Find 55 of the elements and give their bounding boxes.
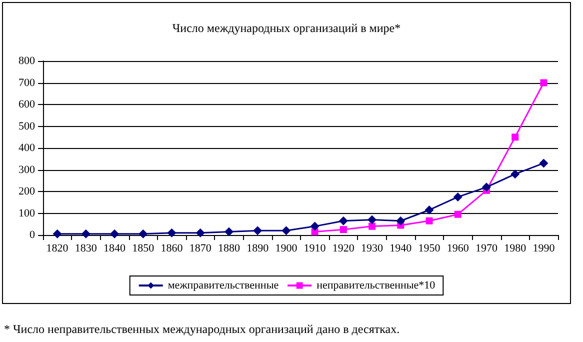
point (368, 215, 377, 224)
x-tick-label: 1970 (475, 242, 498, 254)
x-tick-label: 1940 (390, 242, 412, 254)
x-tick-label: 1860 (160, 242, 184, 254)
x-tick-label: 1870 (189, 242, 212, 254)
x-tick-label: 1910 (304, 242, 326, 254)
point (340, 226, 347, 234)
legend-label: неправительственные*10 (316, 280, 436, 292)
point (512, 134, 519, 141)
point (282, 226, 291, 236)
point (453, 192, 462, 202)
point (196, 228, 205, 238)
point (338, 216, 348, 226)
y-tick-label: 500 (18, 120, 36, 132)
point (424, 205, 434, 214)
point (368, 222, 376, 230)
y-tick-label: 300 (18, 164, 36, 176)
point (426, 217, 433, 224)
x-tick-label: 1880 (218, 242, 240, 254)
point (454, 210, 462, 218)
x-tick-label: 1890 (246, 242, 270, 254)
point (510, 170, 520, 179)
x-tick-label: 1820 (46, 242, 69, 254)
point (396, 216, 406, 226)
x-tick-label: 1960 (446, 242, 470, 254)
text: * Число неправительственных международных организаций дано в десятках. (4, 322, 400, 337)
point (138, 229, 148, 238)
x-tick-label: 1830 (74, 242, 98, 254)
point (224, 227, 234, 236)
x-tick-label: 1980 (504, 242, 527, 254)
legend-label: межправительственные (168, 280, 279, 292)
x-tick-label: 1900 (275, 242, 298, 254)
point (540, 79, 548, 86)
point (539, 158, 548, 168)
point (167, 228, 176, 238)
y-tick-label: 700 (18, 76, 36, 89)
x-tick-label: 1840 (104, 242, 126, 254)
point (482, 182, 491, 192)
y-tick-label: 100 (18, 207, 36, 220)
point (81, 229, 90, 238)
point (310, 222, 320, 231)
point (253, 226, 262, 236)
y-tick-label: 400 (18, 142, 36, 154)
x-tick-label: 1930 (361, 242, 384, 254)
x-tick-label: 1850 (132, 242, 155, 254)
y-tick-label: 0 (30, 229, 36, 241)
y-tick-label: 600 (18, 98, 36, 110)
x-tick-label: 1950 (418, 242, 441, 254)
x-tick-label: 1920 (332, 242, 355, 254)
x-tick-label: 1990 (532, 242, 556, 254)
y-tick-label: 800 (18, 55, 36, 67)
chart-title: Число международных организаций в мире* (172, 21, 401, 35)
y-tick-label: 200 (18, 186, 36, 198)
point (52, 229, 62, 238)
point (110, 229, 120, 238)
